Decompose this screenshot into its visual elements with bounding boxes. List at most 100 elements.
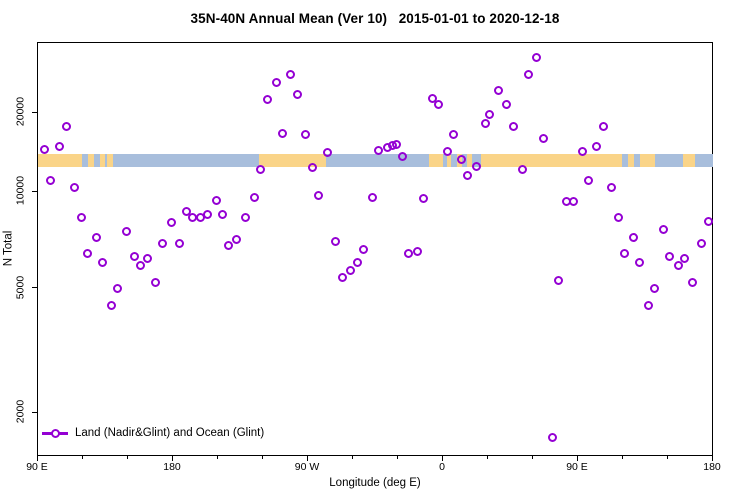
data-point	[554, 275, 563, 285]
data-point	[285, 69, 295, 79]
data-point	[158, 238, 167, 248]
band-land-segment	[467, 154, 472, 168]
band-land-segment	[446, 154, 452, 168]
data-point	[392, 140, 401, 150]
x-tick-label: 180	[703, 461, 721, 473]
data-point	[231, 234, 241, 244]
x-tick-label: 0	[439, 461, 445, 473]
data-point	[501, 99, 511, 109]
y-major-tick	[32, 411, 37, 413]
data-point	[704, 216, 713, 226]
data-point	[54, 141, 64, 151]
data-point	[263, 94, 272, 104]
data-point	[680, 253, 689, 263]
data-point	[98, 258, 107, 268]
data-point	[167, 218, 176, 228]
data-point	[150, 278, 160, 288]
y-major-tick	[32, 111, 37, 113]
x-minor-tick	[217, 456, 218, 459]
data-point	[509, 122, 518, 132]
data-point	[62, 122, 71, 132]
data-point	[135, 260, 145, 270]
data-point	[548, 432, 557, 442]
x-minor-tick	[127, 456, 128, 459]
data-point	[174, 238, 184, 248]
band-land-segment	[428, 154, 443, 168]
plot-area	[37, 42, 713, 456]
data-point	[249, 192, 259, 202]
x-major-tick	[712, 456, 713, 461]
x-tick-label: 90 E	[566, 461, 588, 473]
y-major-tick	[32, 287, 37, 289]
data-point	[338, 273, 347, 283]
data-point	[45, 176, 55, 186]
y-tick-label: 2000	[14, 400, 27, 424]
data-point	[345, 265, 355, 275]
data-point	[330, 236, 340, 246]
data-point	[293, 89, 302, 99]
data-point	[456, 154, 466, 164]
data-point	[674, 260, 683, 270]
x-minor-tick	[262, 456, 263, 459]
data-point	[404, 249, 413, 259]
x-minor-tick	[667, 456, 668, 459]
x-minor-tick	[487, 456, 488, 459]
data-point	[428, 93, 437, 103]
data-point	[122, 227, 131, 237]
data-point	[599, 122, 608, 132]
data-point	[462, 171, 472, 181]
data-point	[419, 194, 428, 204]
data-point	[353, 258, 362, 268]
x-major-tick	[577, 456, 578, 461]
data-point	[203, 209, 212, 219]
x-minor-tick	[532, 456, 533, 459]
band-land-segment	[99, 154, 105, 168]
data-point	[687, 278, 697, 288]
data-point	[39, 144, 49, 154]
data-point	[578, 147, 587, 157]
data-point	[665, 251, 674, 261]
data-point	[524, 69, 533, 79]
data-point	[539, 133, 548, 143]
x-tick-label: 90 E	[26, 461, 48, 473]
band-land-segment	[38, 154, 82, 168]
data-point	[107, 301, 116, 311]
legend-label: Land (Nadir&Glint) and Ocean (Glint)	[75, 426, 265, 439]
y-major-tick	[32, 190, 37, 192]
data-point	[518, 164, 527, 174]
data-point	[606, 182, 616, 192]
data-point	[413, 247, 422, 257]
data-point	[182, 206, 191, 216]
data-point	[143, 253, 152, 263]
band-land-segment	[639, 154, 655, 168]
data-point	[129, 251, 139, 261]
data-point	[644, 301, 653, 311]
data-point	[218, 209, 227, 219]
data-point	[650, 283, 659, 293]
data-point	[434, 99, 443, 109]
data-point	[584, 176, 593, 186]
legend-open-circle-icon	[50, 428, 60, 438]
data-point	[449, 130, 458, 140]
data-point	[92, 232, 101, 242]
data-point	[635, 258, 644, 268]
x-minor-tick	[622, 456, 623, 459]
data-point	[398, 152, 407, 162]
band-land-segment	[683, 154, 695, 168]
x-major-tick	[172, 456, 173, 461]
data-point	[272, 77, 281, 87]
data-point	[255, 164, 265, 174]
data-point	[308, 162, 317, 172]
data-point	[212, 195, 221, 205]
data-point	[69, 182, 79, 192]
data-point	[368, 192, 377, 202]
x-minor-tick	[397, 456, 398, 459]
data-point	[300, 130, 310, 140]
x-major-tick	[442, 456, 443, 461]
data-point	[620, 249, 629, 259]
data-point	[629, 232, 638, 242]
x-major-tick	[37, 456, 38, 461]
y-tick-label: 10000	[14, 176, 27, 206]
x-minor-tick	[82, 456, 83, 459]
data-point	[659, 225, 668, 235]
